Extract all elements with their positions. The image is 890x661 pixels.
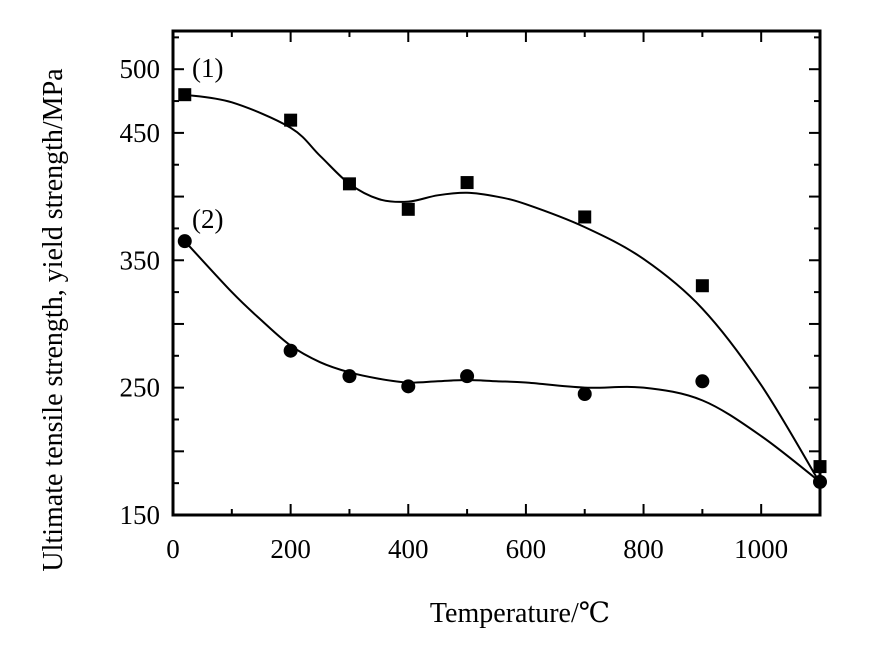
ticks bbox=[172, 31, 821, 516]
series-2-point bbox=[460, 369, 475, 384]
tick-labels: 0 200 400 600 800 1000 150 250 350 450 500 bbox=[120, 54, 789, 564]
x-tick-label: 200 bbox=[270, 534, 311, 564]
series-1-label: (1) bbox=[192, 53, 223, 83]
series-1-point bbox=[578, 210, 592, 224]
series-2-label: (2) bbox=[192, 204, 223, 234]
series-2-point bbox=[401, 379, 416, 394]
x-axis-title: Temperature/℃ bbox=[430, 598, 610, 629]
series-1-point bbox=[813, 460, 827, 474]
series-2-curve bbox=[184, 240, 821, 483]
series-1-point bbox=[460, 176, 474, 190]
series-1-point bbox=[178, 88, 192, 102]
markers bbox=[177, 88, 827, 489]
y-tick-label: 250 bbox=[120, 373, 161, 403]
curves bbox=[184, 93, 821, 484]
series-1-point bbox=[695, 279, 709, 293]
series-2-point bbox=[177, 234, 192, 249]
x-tick-label: 1000 bbox=[734, 534, 788, 564]
x-tick-label: 400 bbox=[388, 534, 429, 564]
y-tick-label: 150 bbox=[120, 500, 161, 530]
series-1-point bbox=[342, 177, 356, 191]
series-1-point bbox=[401, 202, 415, 216]
plot-frame bbox=[171, 29, 822, 517]
x-tick-label: 600 bbox=[506, 534, 547, 564]
series-1-curve bbox=[184, 93, 821, 484]
x-tick-label: 0 bbox=[166, 534, 180, 564]
series-2-point bbox=[342, 369, 357, 384]
series-2-point bbox=[577, 387, 592, 401]
series-2-point bbox=[813, 474, 827, 489]
y-tick-label: 450 bbox=[120, 118, 161, 148]
y-tick-label: 500 bbox=[120, 54, 161, 84]
series-2-point bbox=[283, 343, 298, 358]
y-tick-label: 350 bbox=[120, 245, 161, 275]
y-axis-title: Ultimate tensile strength, yield strengt… bbox=[38, 68, 69, 572]
series-2-point bbox=[695, 374, 710, 389]
x-tick-label: 800 bbox=[623, 534, 664, 564]
series-1-point bbox=[284, 113, 298, 127]
